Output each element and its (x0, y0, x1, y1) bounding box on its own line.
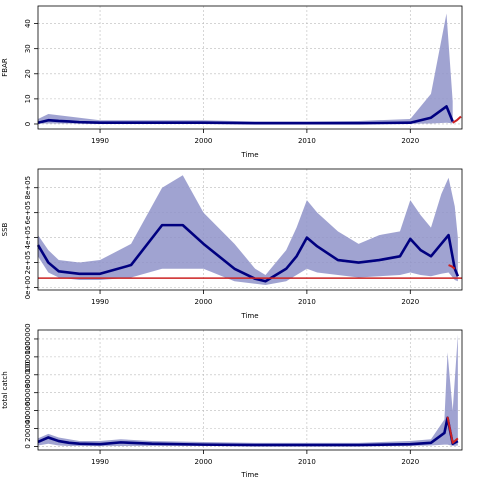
x-tick-label: 2020 (401, 458, 419, 466)
x-tick-label: 2000 (195, 298, 213, 306)
panel-1: 1990 2000 2010 2020 0 10 20 30 40 Time FBAR (1, 5, 463, 159)
x-axis-title: Time (240, 151, 258, 159)
x-tick-label: 2020 (401, 298, 419, 306)
y-axis-title: FBAR (1, 58, 9, 77)
y-tick-label: 800000 (24, 361, 32, 388)
x-axis-title: Time (240, 471, 258, 479)
y-tick-label: 6e+05 (24, 201, 32, 225)
y-tick-label: 30 (24, 44, 32, 53)
y-tick-label: 200000 (24, 415, 32, 442)
median-line (36, 223, 460, 283)
y-axis-title: SSB (1, 222, 9, 236)
y-tick-label: 400000 (24, 397, 32, 424)
x-tick-label: 2010 (298, 298, 316, 306)
y-tick-label: 0e+00 (24, 276, 32, 300)
y-tick-label: 20 (24, 69, 32, 78)
y-tick-label: 10 (24, 94, 32, 103)
plot-frame (37, 168, 463, 291)
projection-line (448, 264, 456, 270)
y-tick-label: 0 (24, 444, 32, 448)
panel-2: 1990 2000 2010 2020 0e+002e+054e+056e+058e+0… (1, 168, 463, 320)
x-tick-label: 2010 (298, 137, 316, 145)
projection-line (446, 416, 459, 444)
y-tick-label: 2e+05 (24, 251, 32, 275)
x-tick-label: 2020 (401, 137, 419, 145)
uncertainty-band (38, 175, 458, 286)
x-tick-label: 2000 (195, 458, 213, 466)
panel-3: 1990 2000 2010 2020 0 20000040000060000080000… (1, 323, 463, 479)
x-tick-label: 1990 (91, 458, 109, 466)
x-axis-title: Time (240, 312, 258, 320)
x-tick-label: 1990 (91, 298, 109, 306)
projection-line (452, 115, 462, 124)
y-tick-label: 8e+05 (24, 176, 32, 200)
y-tick-label: 600000 (24, 379, 32, 406)
x-tick-label: 2000 (195, 137, 213, 145)
y-tick-label: 40 (24, 19, 32, 28)
x-tick-label: 2010 (298, 458, 316, 466)
y-tick-label: 4e+05 (24, 226, 32, 250)
y-tick-label: 1000000 (24, 341, 32, 372)
median-line (37, 105, 454, 125)
x-tick-label: 1990 (91, 137, 109, 145)
y-tick-label: 1200000 (24, 323, 32, 354)
median-line (37, 416, 459, 447)
y-tick-label: 0 (24, 122, 32, 126)
plot-frame (37, 5, 463, 130)
y-axis-title: total catch (1, 371, 9, 408)
plot-frame (37, 329, 463, 451)
uncertainty-band (38, 334, 458, 447)
